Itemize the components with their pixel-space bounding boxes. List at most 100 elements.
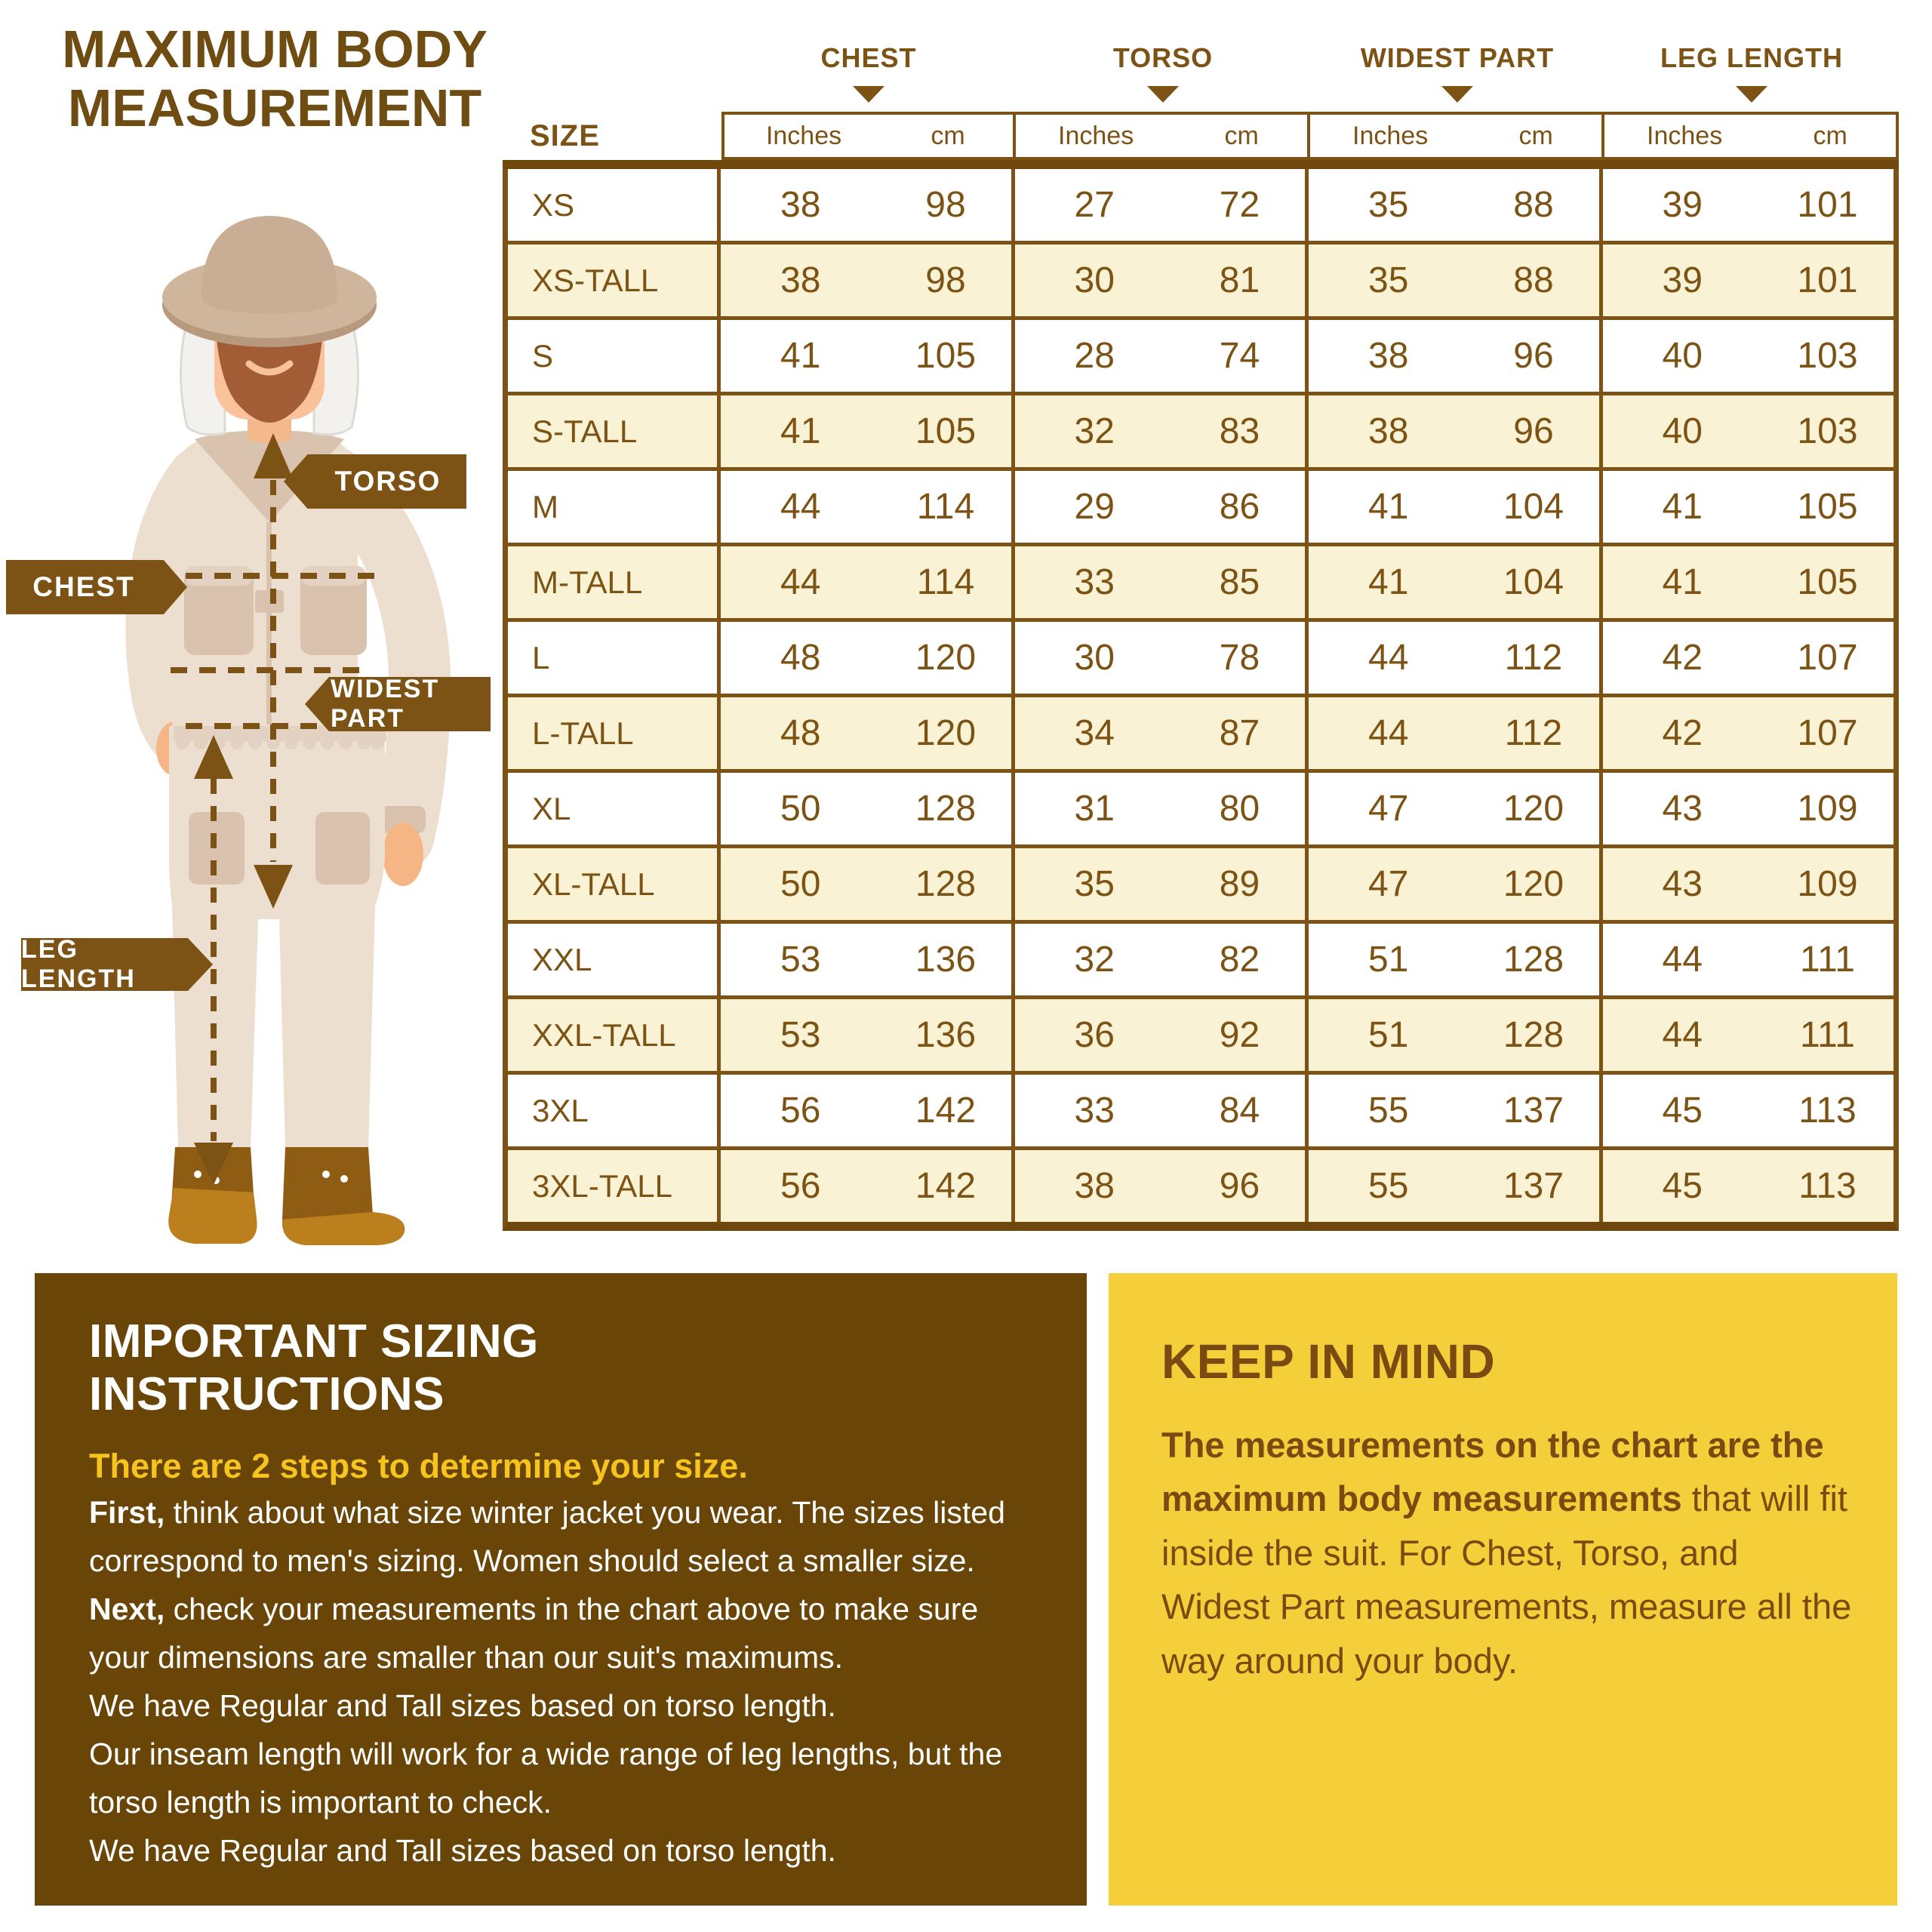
arrow-up-icon — [254, 433, 293, 478]
measurement-cell-group: 53 136 — [717, 924, 1011, 995]
value: 85 — [1219, 562, 1260, 602]
value: 44 — [1662, 940, 1703, 980]
value: 103 — [1797, 411, 1858, 451]
value: 98 — [925, 185, 966, 225]
measurement-cell-group: 27 72 — [1011, 169, 1306, 241]
size-cell: M — [532, 488, 558, 525]
measurement-cell-group: 39 101 — [1598, 169, 1894, 241]
measurement-cell-group: 47 120 — [1305, 773, 1599, 844]
value: 105 — [915, 336, 977, 376]
measurement-arrows — [194, 433, 293, 1185]
value: 136 — [915, 1015, 977, 1055]
measurement-cell-group: 53 136 — [717, 999, 1011, 1071]
value: 42 — [1662, 713, 1703, 753]
measurement-cell-group: 44 114 — [717, 546, 1011, 618]
value: 50 — [780, 789, 821, 829]
value: 96 — [1219, 1166, 1260, 1206]
value: 81 — [1219, 260, 1260, 300]
subheader-chest: Inches cm — [721, 112, 1016, 160]
value: 53 — [780, 940, 821, 980]
value: 101 — [1797, 260, 1858, 300]
size-table: CHEST TORSO WIDEST PART LEG LENGTH SIZE … — [503, 23, 1899, 1231]
value: 111 — [1799, 940, 1855, 980]
measurement-cell-group: 40 103 — [1598, 320, 1894, 392]
table-row: XS 38 98 27 72 35 88 39 101 — [508, 169, 1894, 245]
value: 38 — [1368, 336, 1409, 376]
measurement-cell-group: 39 101 — [1598, 245, 1894, 316]
value: 38 — [780, 260, 821, 300]
size-cell: L-TALL — [532, 715, 634, 751]
table-row: M 44 114 29 86 41 104 41 105 — [508, 471, 1894, 546]
table-row: L-TALL 48 120 34 87 44 112 42 107 — [508, 697, 1894, 773]
measurement-cell-group: 56 142 — [717, 1150, 1011, 1222]
measurement-cell-group: 40 103 — [1598, 395, 1894, 467]
keep-in-mind-body: The measurements on the chart are the ma… — [1161, 1418, 1855, 1687]
sizing-instructions-panel: IMPORTANT SIZING INSTRUCTIONS There are … — [35, 1273, 1087, 1906]
value: 32 — [1074, 411, 1115, 451]
table-row: XL-TALL 50 128 35 89 47 120 43 109 — [508, 848, 1894, 924]
value: 40 — [1662, 336, 1703, 376]
value: 105 — [915, 411, 977, 451]
value: 43 — [1662, 864, 1703, 904]
measurement-cell-group: 36 92 — [1011, 999, 1306, 1071]
instructions-heading: IMPORTANT SIZING INSTRUCTIONS — [89, 1315, 539, 1421]
value: 42 — [1662, 638, 1703, 678]
table-group-headers: CHEST TORSO WIDEST PART LEG LENGTH — [503, 23, 1899, 112]
measurement-cell-group: 47 120 — [1305, 848, 1599, 920]
table-row: M-TALL 44 114 33 85 41 104 41 105 — [508, 546, 1894, 622]
size-column-header: SIZE — [530, 118, 600, 152]
triangle-down-icon — [1441, 86, 1473, 103]
size-cell: M-TALL — [532, 564, 643, 600]
value: 113 — [1798, 1166, 1857, 1206]
value: 78 — [1219, 638, 1260, 678]
measurement-cell-group: 38 98 — [717, 245, 1011, 316]
arrow-down-icon — [254, 865, 293, 909]
triangle-down-icon — [1736, 86, 1767, 103]
value: 41 — [1662, 487, 1703, 527]
instructions-lead: There are 2 steps to determine your size… — [89, 1447, 748, 1486]
value: 96 — [1513, 336, 1554, 376]
value: 72 — [1219, 185, 1260, 225]
value: 30 — [1074, 638, 1115, 678]
value: 29 — [1074, 487, 1115, 527]
keep-in-mind-heading: KEEP IN MIND — [1161, 1334, 1496, 1389]
subheader-widest-part: Inches cm — [1307, 112, 1604, 160]
veil — [180, 325, 226, 436]
value: 44 — [1662, 1015, 1703, 1055]
measurement-cell-group: 33 84 — [1011, 1075, 1306, 1146]
table-row: XL 50 128 31 80 47 120 43 109 — [508, 773, 1894, 848]
measurement-cell-group: 44 111 — [1598, 999, 1894, 1071]
value: 47 — [1368, 864, 1409, 904]
value: 104 — [1503, 487, 1564, 527]
size-cell: XL — [532, 790, 571, 826]
value: 30 — [1074, 260, 1115, 300]
right-hand — [383, 823, 423, 886]
triangle-down-icon — [1147, 86, 1179, 103]
measurement-cell-group: 41 104 — [1305, 471, 1599, 543]
measurement-cell-group: 55 137 — [1305, 1075, 1599, 1146]
value: 114 — [916, 487, 975, 527]
head — [162, 216, 377, 444]
value: 32 — [1074, 940, 1115, 980]
measurement-cell-group: 44 112 — [1305, 697, 1599, 769]
value: 96 — [1513, 411, 1554, 451]
value: 48 — [780, 713, 821, 753]
value: 50 — [780, 864, 821, 904]
table-row: 3XL 56 142 33 84 55 137 45 113 — [508, 1075, 1894, 1150]
value: 40 — [1662, 411, 1703, 451]
column-header-torso: TORSO — [1016, 42, 1310, 112]
value: 92 — [1219, 1015, 1260, 1055]
value: 33 — [1074, 562, 1115, 602]
value: 55 — [1368, 1091, 1409, 1131]
value: 128 — [1503, 1015, 1564, 1055]
value: 87 — [1219, 713, 1260, 753]
value: 35 — [1368, 185, 1409, 225]
table-row: 3XL-TALL 56 142 38 96 55 137 45 113 — [508, 1150, 1894, 1222]
label-chest: CHEST — [6, 560, 187, 614]
value: 98 — [925, 260, 966, 300]
value: 120 — [1503, 789, 1564, 829]
value: 103 — [1797, 336, 1858, 376]
measurement-cell-group: 44 111 — [1598, 924, 1894, 995]
value: 114 — [916, 562, 975, 602]
